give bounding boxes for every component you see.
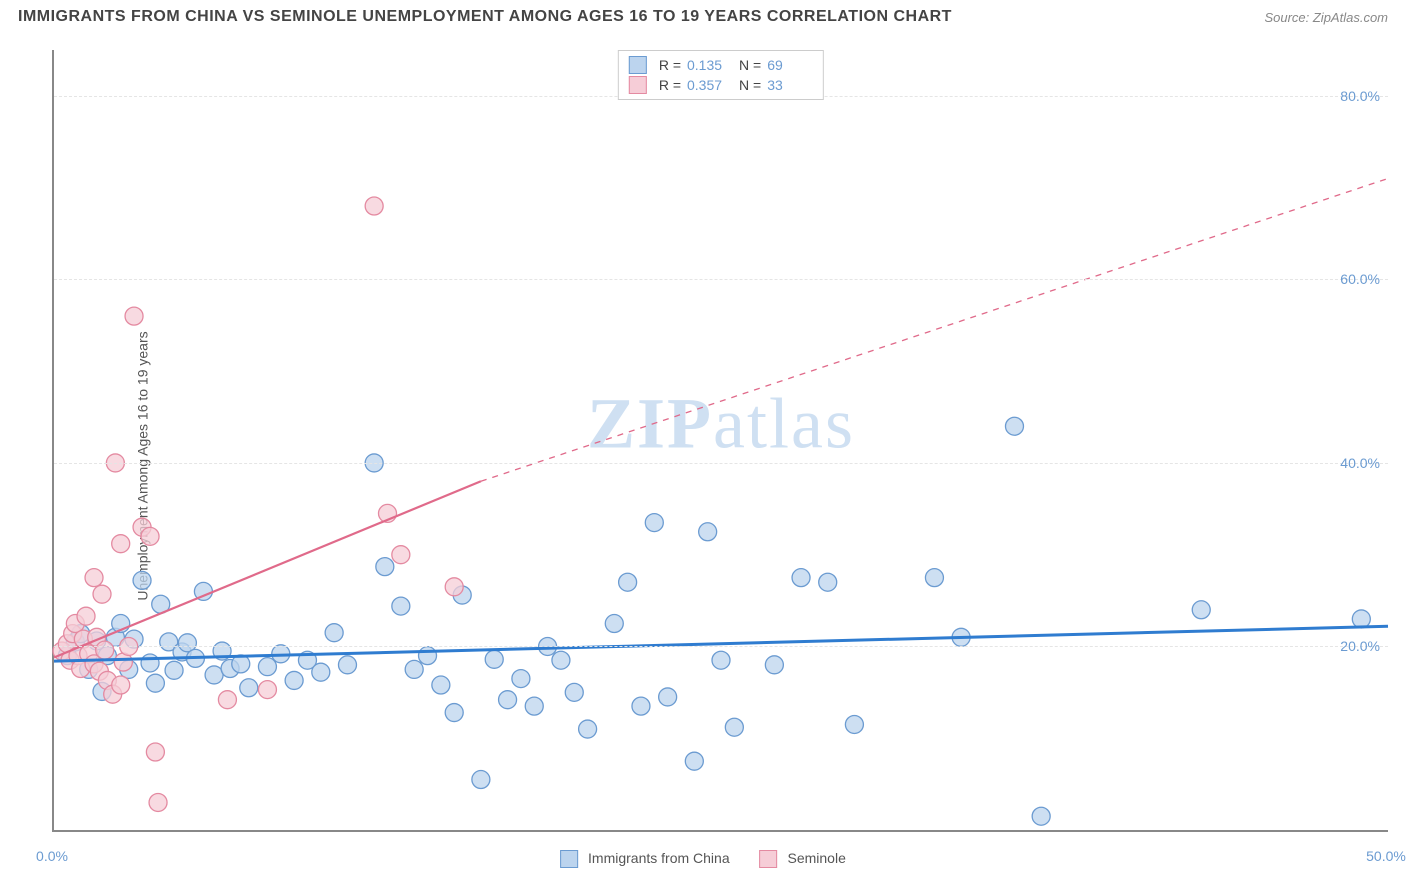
legend-swatch-icon (629, 76, 647, 94)
y-tick-label: 40.0% (1340, 455, 1380, 471)
x-tick-label: 0.0% (36, 848, 68, 864)
legend-item: Immigrants from China (560, 850, 729, 868)
r-label: R = (659, 57, 681, 73)
correlation-legend: R = 0.135 N = 69 R = 0.357 N = 33 (618, 50, 824, 100)
r-label: R = (659, 77, 681, 93)
legend-label: Immigrants from China (588, 850, 730, 866)
y-tick-label: 80.0% (1340, 88, 1380, 104)
plot-area: R = 0.135 N = 69 R = 0.357 N = 33 ZIPatl… (52, 50, 1388, 832)
source-attribution: Source: ZipAtlas.com (1264, 10, 1388, 25)
y-tick-label: 60.0% (1340, 271, 1380, 287)
legend-row: R = 0.135 N = 69 (629, 55, 813, 75)
scatter-svg (54, 50, 1388, 830)
legend-row: R = 0.357 N = 33 (629, 75, 813, 95)
n-label: N = (739, 77, 761, 93)
n-label: N = (739, 57, 761, 73)
x-tick-label: 50.0% (1366, 848, 1406, 864)
legend-item: Seminole (760, 850, 846, 868)
legend-swatch-icon (629, 56, 647, 74)
r-value: 0.135 (687, 57, 733, 73)
legend-swatch-icon (760, 850, 778, 868)
series-legend: Immigrants from China Seminole (560, 850, 846, 868)
y-tick-label: 20.0% (1340, 638, 1380, 654)
r-value: 0.357 (687, 77, 733, 93)
chart-title: IMMIGRANTS FROM CHINA VS SEMINOLE UNEMPL… (18, 8, 952, 26)
n-value: 69 (767, 57, 813, 73)
legend-swatch-icon (560, 850, 578, 868)
legend-label: Seminole (788, 850, 846, 866)
chart-container: Unemployment Among Ages 16 to 19 years R… (0, 40, 1406, 892)
n-value: 33 (767, 77, 813, 93)
